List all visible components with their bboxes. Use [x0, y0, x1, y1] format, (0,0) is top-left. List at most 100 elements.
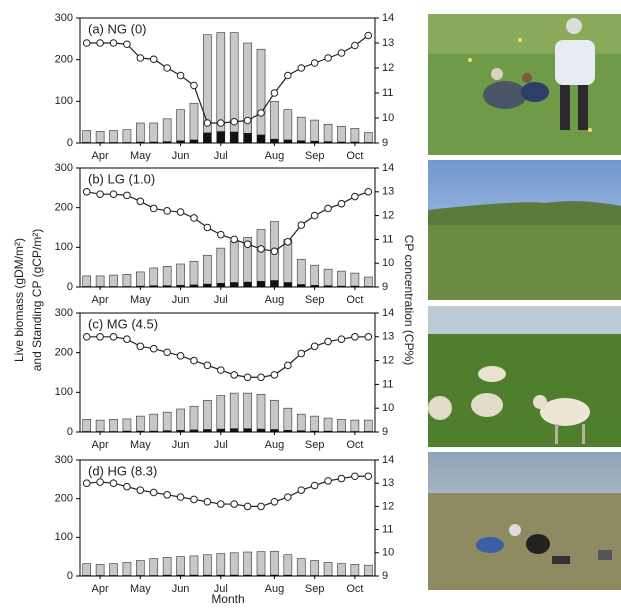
cp-line [86, 35, 369, 124]
x-tick-label: Jun [172, 150, 190, 162]
bar [82, 130, 92, 144]
panel-title: (d) HG (8.3) [88, 463, 157, 478]
y-tick-label: 300 [55, 454, 73, 466]
bar [163, 430, 172, 432]
y2-tick-label: 9 [382, 137, 388, 149]
bar [283, 430, 292, 432]
x-tick-label: May [130, 150, 151, 162]
bar [337, 419, 346, 433]
x-tick-label: Apr [92, 583, 109, 595]
bar [95, 275, 105, 288]
cp-point [176, 352, 185, 360]
cp-point [149, 55, 158, 64]
cp-point [149, 488, 158, 497]
cp-point [190, 356, 198, 365]
bar [136, 122, 145, 144]
bar [95, 131, 105, 144]
cp-point [123, 191, 131, 200]
bar [122, 274, 132, 288]
x-tick-label: Jul [214, 294, 228, 306]
cp-point [163, 491, 171, 499]
cp-point [270, 89, 279, 97]
bar [350, 272, 360, 288]
bar [136, 415, 145, 433]
bar [230, 131, 239, 143]
y2-tick-label: 14 [382, 12, 394, 24]
bar [109, 274, 118, 288]
bar [256, 48, 266, 144]
x-tick-label: Sep [305, 150, 325, 162]
cp-point [297, 349, 306, 358]
bar [162, 557, 172, 577]
cp-point [96, 39, 104, 47]
cp-point [163, 348, 171, 357]
bar [230, 428, 239, 432]
bar [109, 130, 118, 144]
bar [243, 392, 252, 433]
cp-point [96, 333, 104, 341]
bar [337, 270, 346, 288]
y-tick-label: 200 [55, 202, 73, 214]
cp-point [310, 342, 319, 351]
bar [310, 415, 319, 433]
bar [337, 563, 346, 577]
cp-point [176, 208, 185, 216]
bar [122, 562, 132, 577]
bar [203, 132, 212, 143]
cp-point [96, 190, 104, 198]
bar [243, 42, 252, 144]
y2-tick-label: 13 [382, 331, 394, 343]
bar [149, 285, 158, 287]
cp-point [243, 502, 252, 511]
bar [109, 419, 118, 433]
bar [149, 122, 159, 144]
photo-hg [428, 452, 621, 590]
bar [176, 109, 185, 144]
bar [136, 285, 145, 287]
y2-tick-label: 11 [382, 378, 393, 390]
cp-point [203, 361, 212, 370]
bar [149, 413, 159, 433]
y-tick-label: 100 [55, 241, 73, 253]
bar [323, 417, 333, 433]
plot-frame [79, 312, 376, 433]
photo-lg [428, 160, 621, 300]
x-tick-label: Apr [92, 439, 109, 451]
bar [243, 133, 252, 143]
y2-tick-label: 9 [382, 570, 388, 582]
bar [176, 408, 185, 433]
bar [297, 430, 306, 432]
bar [323, 268, 333, 288]
y-tick-label: 0 [67, 570, 73, 582]
bar [363, 276, 373, 288]
bar [176, 140, 185, 143]
bar [270, 550, 279, 577]
x-axis-label: Month [211, 592, 244, 605]
plot-frame [79, 167, 376, 288]
y2-tick-label: 12 [382, 62, 394, 74]
cp-point [243, 373, 252, 382]
y2-tick-label: 9 [382, 426, 388, 438]
bar [176, 430, 185, 432]
bar [189, 429, 198, 432]
bar [216, 574, 225, 576]
bar [283, 554, 293, 577]
y-tick-label: 300 [55, 162, 73, 174]
bar [337, 141, 346, 143]
bar [230, 282, 239, 287]
bar [82, 419, 92, 433]
bar [243, 551, 252, 577]
x-tick-label: Jun [172, 439, 190, 451]
bar [189, 103, 199, 144]
bar [270, 429, 279, 432]
cp-point [216, 366, 225, 374]
cp-point [310, 211, 319, 220]
bar [230, 574, 239, 576]
panel-title: (c) MG (4.5) [88, 316, 158, 331]
y2-tick-label: 10 [382, 112, 394, 124]
bar [203, 399, 212, 433]
y-tick-label: 300 [55, 12, 73, 24]
cp-point [136, 486, 145, 494]
bar [256, 229, 266, 288]
